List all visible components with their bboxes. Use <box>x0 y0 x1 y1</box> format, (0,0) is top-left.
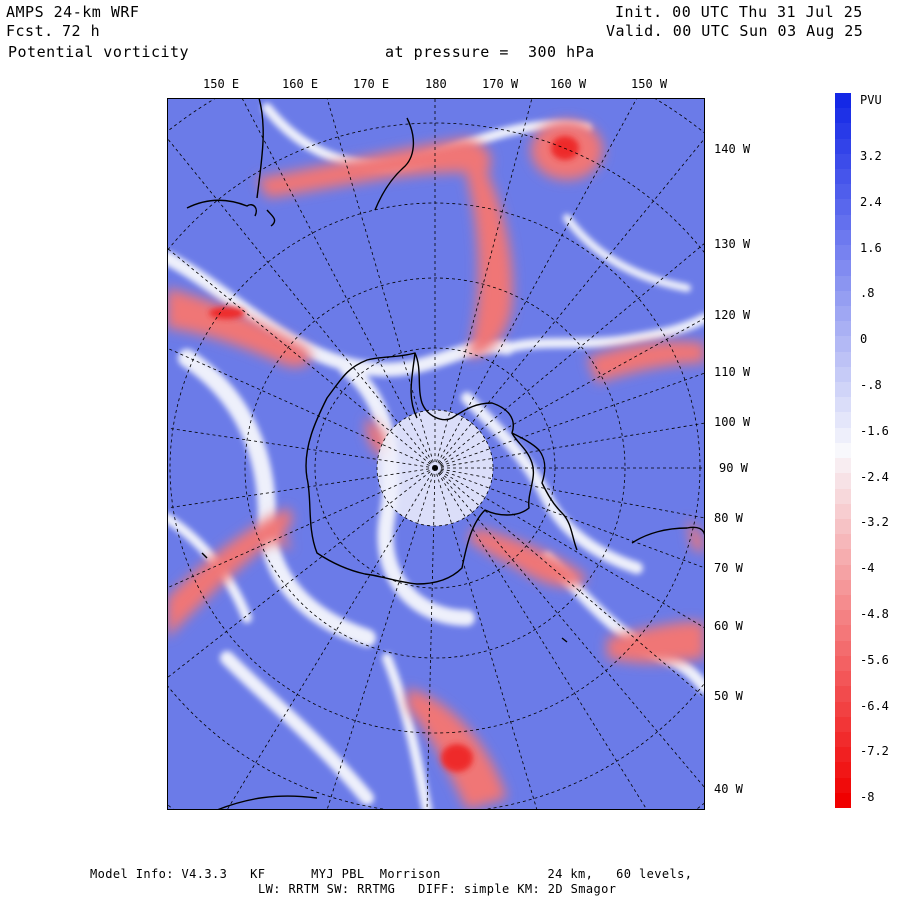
colorbar-swatch <box>835 503 851 520</box>
colorbar-swatch <box>835 579 851 596</box>
model-info-line1: Model Info: V4.3.3 KF MYJ PBL Morrison 2… <box>90 867 693 881</box>
colorbar-swatch <box>835 321 851 337</box>
model-title: AMPS 24-km WRF <box>6 3 140 21</box>
colorbar-tick-label: 2.4 <box>860 194 882 209</box>
colorbar-swatch <box>835 153 851 170</box>
colorbar-swatch <box>835 549 851 566</box>
colorbar-swatch <box>835 305 851 322</box>
colorbar-tick-label: -.8 <box>860 378 882 392</box>
colorbar-swatch <box>835 716 851 733</box>
colorbar-swatch <box>835 138 851 155</box>
colorbar-tick-label: 0 <box>860 332 868 347</box>
colorbar-swatch <box>835 93 851 109</box>
colorbar-swatch <box>835 290 851 307</box>
map-frame <box>167 98 705 810</box>
lon-label-right: 90 W <box>719 461 748 475</box>
colorbar-swatch <box>835 169 851 185</box>
colorbar-swatch <box>835 625 851 642</box>
colorbar-tick-label: -1.6 <box>860 423 889 438</box>
colorbar-swatch <box>835 214 851 231</box>
colorbar-swatch <box>835 442 851 459</box>
colorbar-swatch <box>835 701 851 718</box>
colorbar-swatch <box>835 412 851 429</box>
colorbar-swatch <box>835 427 851 444</box>
lon-label-right: 40 W <box>714 782 743 796</box>
lon-label-right: 140 W <box>714 142 751 156</box>
colorbar-swatch <box>835 518 851 535</box>
colorbar-swatch <box>835 275 851 292</box>
colorbar-swatch <box>835 382 851 398</box>
lon-label-top: 180 <box>425 77 447 91</box>
colorbar-tick-label: -3.2 <box>860 515 889 530</box>
colorbar-swatch <box>835 747 851 763</box>
pv-map[interactable] <box>167 98 705 810</box>
forecast-hours: 72 h <box>62 22 101 40</box>
lon-label-top: 160 E <box>282 77 319 91</box>
colorbar-swatch <box>835 655 851 672</box>
colorbar-swatch <box>835 336 851 353</box>
colorbar-swatch <box>835 229 851 246</box>
lon-label-right: 50 W <box>714 689 743 703</box>
lon-label-top: 150 E <box>203 77 240 91</box>
colorbar-unit: PVU <box>860 93 882 107</box>
colorbar-tick-label: -7.2 <box>860 744 889 759</box>
lon-label-right: 60 W <box>714 619 743 633</box>
colorbar-swatch <box>835 473 851 490</box>
colorbar-tick-label: -5.6 <box>860 652 889 667</box>
colorbar-swatch <box>835 564 851 581</box>
colorbar-tick-label: .8 <box>860 286 875 301</box>
colorbar-swatch <box>835 458 851 474</box>
colorbar <box>835 93 851 809</box>
colorbar-tick-label: -2.4 <box>860 469 889 484</box>
colorbar-tick-label: -4.8 <box>860 607 889 621</box>
colorbar-swatch <box>835 731 851 748</box>
colorbar-swatch <box>835 123 851 140</box>
lon-label-right: 120 W <box>714 308 751 322</box>
colorbar-swatch <box>835 366 851 383</box>
lon-label-right: 70 W <box>714 561 743 575</box>
colorbar-tick-label: -4 <box>860 561 875 576</box>
colorbar-swatch <box>835 534 851 550</box>
colorbar-swatch <box>835 686 851 702</box>
lon-label-top: 150 W <box>631 77 668 91</box>
colorbar-swatch <box>835 245 851 261</box>
colorbar-swatch <box>835 488 851 505</box>
colorbar-swatch <box>835 184 851 200</box>
lon-label-top: 160 W <box>550 77 587 91</box>
colorbar-swatch <box>835 640 851 657</box>
valid-time: Valid. 00 UTC Sun 03 Aug 25 <box>606 22 864 40</box>
colorbar-tick-label: 3.2 <box>860 149 882 163</box>
lon-label-right: 80 W <box>714 511 743 525</box>
colorbar-swatch <box>835 260 851 277</box>
pv-map-canvas <box>167 98 705 810</box>
colorbar-swatch <box>835 199 851 216</box>
lon-label-right: 100 W <box>714 415 751 429</box>
colorbar-swatch <box>835 595 851 611</box>
colorbar-swatch <box>835 108 851 124</box>
colorbar-tick-label: -6.4 <box>860 698 889 713</box>
init-time: Init. 00 UTC Thu 31 Jul 25 <box>615 3 863 21</box>
colorbar-tick-label: -8 <box>860 790 875 805</box>
coastlines <box>186 98 705 810</box>
pressure-level: at pressure = 300 hPa <box>385 43 595 61</box>
model-info-line2: LW: RRTM SW: RRTMG DIFF: simple KM: 2D S… <box>258 882 617 896</box>
lon-label-right: 130 W <box>714 237 751 251</box>
colorbar-swatch <box>835 397 851 413</box>
field-name: Potential vorticity <box>8 43 190 61</box>
colorbar-swatch <box>835 671 851 687</box>
lon-label-top: 170 W <box>482 77 519 91</box>
lon-label-right: 110 W <box>714 365 751 379</box>
forecast-label: Fcst. <box>6 22 54 40</box>
colorbar-swatch <box>835 762 851 779</box>
colorbar-tick-label: 1.6 <box>860 240 882 255</box>
colorbar-swatch <box>835 777 851 794</box>
colorbar-swatch <box>835 792 851 809</box>
colorbar-swatch <box>835 351 851 368</box>
lon-label-top: 170 E <box>353 77 390 91</box>
graticule <box>167 98 705 810</box>
colorbar-swatch <box>835 610 851 626</box>
